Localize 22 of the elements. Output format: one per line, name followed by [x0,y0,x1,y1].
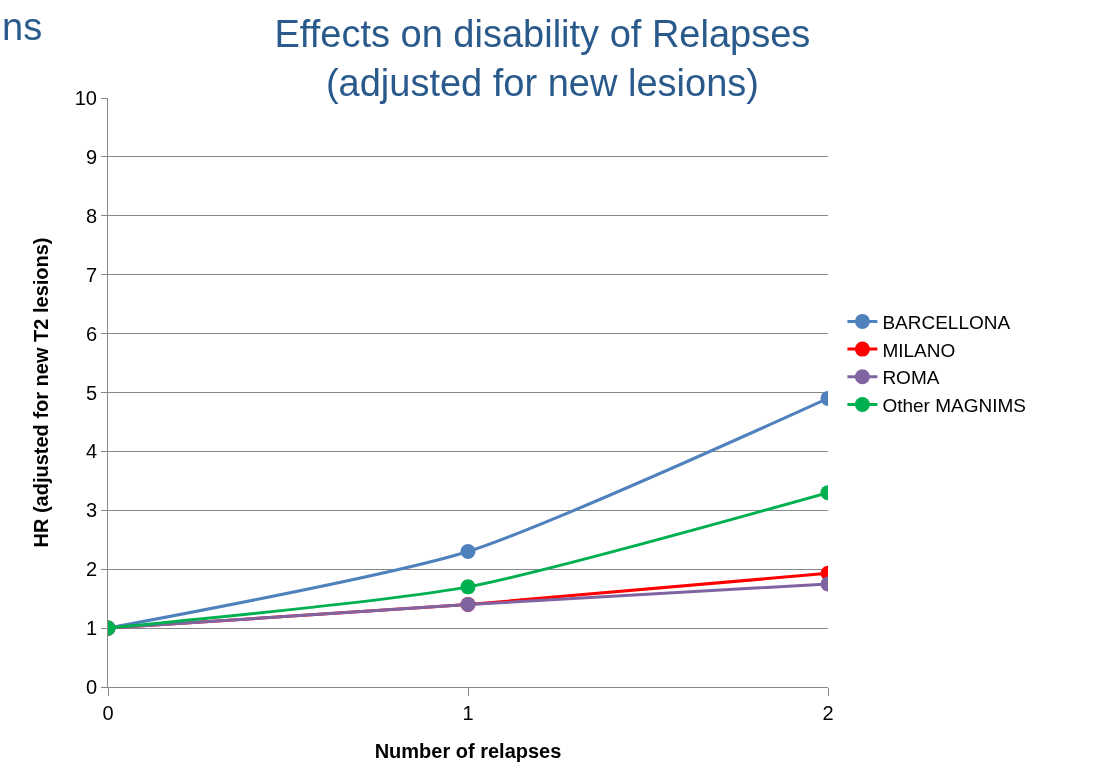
legend-label: MILANO [882,339,956,361]
legend-label: BARCELLONA [882,311,1011,333]
y-tick-label: 6 [85,322,97,345]
chart-title: Effects on disability of Relapses (adjusted for new lesions) [274,12,811,105]
y-tick-label: 4 [85,440,97,463]
y-tick-label: 0 [85,676,97,698]
y-tick-label: 10 [74,87,97,109]
y-tick-label: 3 [85,499,97,522]
y-axis-title: HR (adjusted for new T2 lesions) [30,237,53,548]
x-tick-label: 0 [102,702,114,724]
x-tick-label: 1 [462,702,474,724]
y-tick-label: 1 [85,617,97,640]
y-tick-label: 8 [85,204,97,227]
legend-label: ROMA [882,367,940,389]
legend-label: Other MAGNIMS [882,394,1026,416]
y-tick-label: 9 [85,145,97,168]
y-tick-label: 7 [85,263,97,286]
text: ns [2,6,43,48]
x-tick-label: 2 [822,702,834,724]
x-axis-title: Number of relapses [374,739,562,762]
y-tick-label: 2 [85,558,97,581]
y-tick-label: 5 [85,381,97,404]
